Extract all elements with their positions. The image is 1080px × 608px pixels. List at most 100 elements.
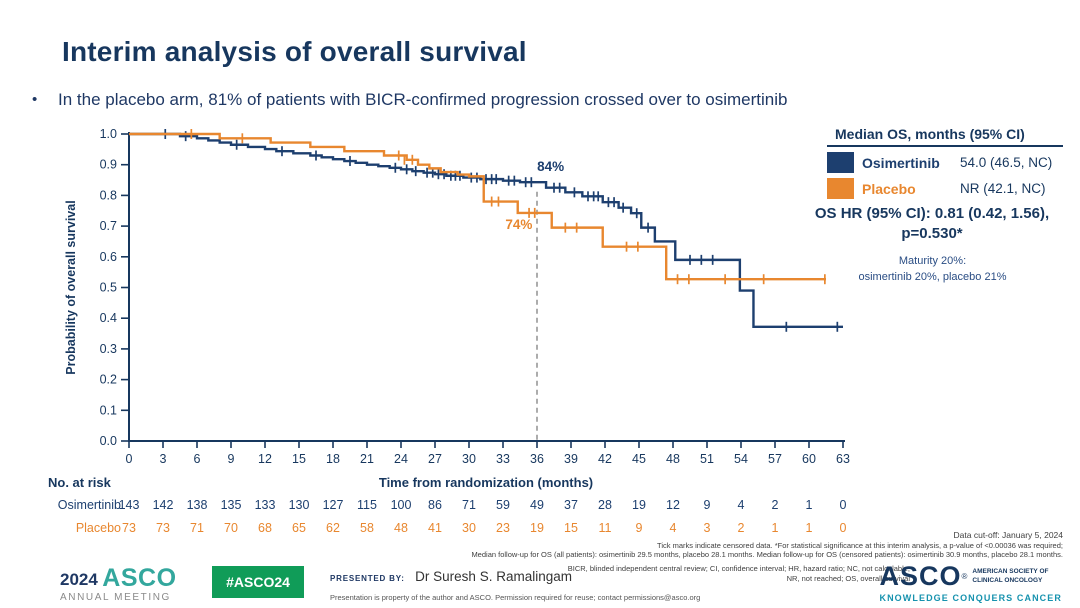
svg-text:39: 39	[564, 452, 578, 466]
svg-text:0.6: 0.6	[100, 250, 117, 264]
legend-value-placebo: NR (42.1, NC)	[960, 181, 1046, 196]
svg-text:48: 48	[394, 521, 408, 535]
svg-text:71: 71	[190, 521, 204, 535]
risk-row-label-placebo: Placebo	[76, 521, 121, 535]
svg-text:73: 73	[156, 521, 170, 535]
permission-disclaimer: Presentation is property of the author a…	[330, 593, 701, 602]
svg-text:15: 15	[292, 452, 306, 466]
hr-line1: OS HR (95% CI): 0.81 (0.42, 1.56),	[814, 205, 1050, 222]
page-title: Interim analysis of overall survival	[62, 36, 527, 67]
svg-text:0.8: 0.8	[100, 188, 117, 202]
bullet-icon: •	[32, 91, 38, 108]
svg-text:15: 15	[564, 521, 578, 535]
maturity-line2: osimertinib 20%, placebo 21%	[858, 270, 1007, 283]
svg-text:48: 48	[666, 452, 680, 466]
bullet-row: • In the placebo arm, 81% of patients wit…	[32, 90, 1032, 110]
hashtag-badge: #ASCO24	[212, 566, 304, 598]
svg-text:0.5: 0.5	[100, 281, 117, 295]
svg-text:59: 59	[496, 498, 510, 512]
svg-text:130: 130	[289, 498, 310, 512]
svg-text:19: 19	[632, 498, 646, 512]
svg-text:0.0: 0.0	[100, 434, 117, 448]
maturity-text: Maturity 20%: osimertinib 20%, placebo 2…	[810, 254, 1055, 286]
svg-text:41: 41	[428, 521, 442, 535]
meeting-year: 2024	[60, 570, 98, 589]
svg-text:0.3: 0.3	[100, 342, 117, 356]
svg-text:37: 37	[564, 498, 578, 512]
svg-text:4: 4	[670, 521, 677, 535]
svg-text:0: 0	[840, 498, 847, 512]
maturity-line1: Maturity 20%:	[898, 255, 967, 267]
svg-text:62: 62	[326, 521, 340, 535]
svg-text:1: 1	[772, 521, 779, 535]
y-axis-title: Probability of overall survival	[64, 200, 78, 374]
svg-text:33: 33	[496, 452, 510, 466]
svg-text:0.9: 0.9	[100, 158, 117, 172]
bullet-text: In the placebo arm, 81% of patients with…	[58, 90, 788, 109]
svg-text:49: 49	[530, 498, 544, 512]
svg-text:0.7: 0.7	[100, 219, 117, 233]
svg-text:135: 135	[221, 498, 242, 512]
svg-text:142: 142	[153, 498, 174, 512]
legend-row-osimertinib: Osimertinib 54.0 (46.5, NC)	[827, 152, 1063, 173]
svg-text:28: 28	[598, 498, 612, 512]
presented-by-label: PRESENTED BY:	[330, 574, 405, 583]
legend-value-osimertinib: 54.0 (46.5, NC)	[960, 155, 1053, 170]
presenter-name: Dr Suresh S. Ramalingam	[415, 569, 572, 584]
svg-text:36: 36	[530, 452, 544, 466]
km-survival-chart: 0 3 6 9 12 15 18 21 24 27 30 33 36 39 42 45 48 51 54 57 60 63…	[48, 127, 850, 535]
svg-text:24: 24	[394, 452, 408, 466]
svg-text:51: 51	[700, 452, 714, 466]
svg-text:30: 30	[462, 452, 476, 466]
x-axis-title: Time from randomization (months)	[379, 475, 593, 490]
svg-text:0.1: 0.1	[100, 403, 117, 417]
legend-name-osimertinib: Osimertinib	[862, 154, 940, 171]
svg-text:27: 27	[428, 452, 442, 466]
svg-text:21: 21	[360, 452, 374, 466]
risk-row-label-osimertinib: Osimertinib	[58, 498, 121, 512]
osimertinib-swatch	[827, 152, 854, 173]
no-at-risk-label: No. at risk	[48, 475, 112, 490]
svg-text:23: 23	[496, 521, 510, 535]
placebo-swatch	[827, 178, 854, 199]
svg-text:71: 71	[462, 498, 476, 512]
svg-text:6: 6	[194, 452, 201, 466]
annual-meeting-label: ANNUAL MEETING	[60, 592, 171, 603]
footnote-censoring: Tick marks indicate censored data. *For …	[657, 541, 1063, 550]
annotation-74%: 74%	[505, 217, 532, 232]
svg-text:127: 127	[323, 498, 344, 512]
svg-text:18: 18	[326, 452, 340, 466]
asco-society-logo: ASCO ® AMERICAN SOCIETY OF CLINICAL ONCOL…	[879, 563, 1062, 604]
abbrev-line1: BICR, blinded independent central review…	[567, 564, 910, 573]
svg-text:68: 68	[258, 521, 272, 535]
svg-text:86: 86	[428, 498, 442, 512]
registered-mark: ®	[961, 572, 968, 581]
svg-text:2: 2	[772, 498, 779, 512]
society-name: AMERICAN SOCIETY OF CLINICAL ONCOLOGY	[972, 567, 1049, 584]
svg-text:12: 12	[666, 498, 680, 512]
svg-text:9: 9	[636, 521, 643, 535]
km-curve-osimertinib	[129, 132, 843, 328]
svg-text:0.4: 0.4	[100, 311, 117, 325]
svg-text:138: 138	[187, 498, 208, 512]
svg-text:12: 12	[258, 452, 272, 466]
svg-text:100: 100	[391, 498, 412, 512]
svg-text:9: 9	[228, 452, 235, 466]
svg-text:63: 63	[836, 452, 850, 466]
presenter-block: PRESENTED BY: Dr Suresh S. Ramalingam Pr…	[330, 568, 700, 602]
svg-text:1: 1	[806, 521, 813, 535]
svg-text:3: 3	[160, 452, 167, 466]
svg-text:1: 1	[806, 498, 813, 512]
median-os-legend: Median OS, months (95% CI) Osimertinib 5…	[827, 126, 1063, 199]
svg-text:73: 73	[122, 521, 136, 535]
asco-annual-meeting-logo: 2024 ASCO ANNUAL MEETING	[60, 566, 177, 603]
svg-text:115: 115	[357, 498, 377, 512]
svg-text:4: 4	[738, 498, 745, 512]
svg-text:19: 19	[530, 521, 544, 535]
annotation-84%: 84%	[537, 159, 564, 174]
svg-text:143: 143	[119, 498, 140, 512]
svg-text:9: 9	[704, 498, 711, 512]
svg-text:30: 30	[462, 521, 476, 535]
svg-text:65: 65	[292, 521, 306, 535]
